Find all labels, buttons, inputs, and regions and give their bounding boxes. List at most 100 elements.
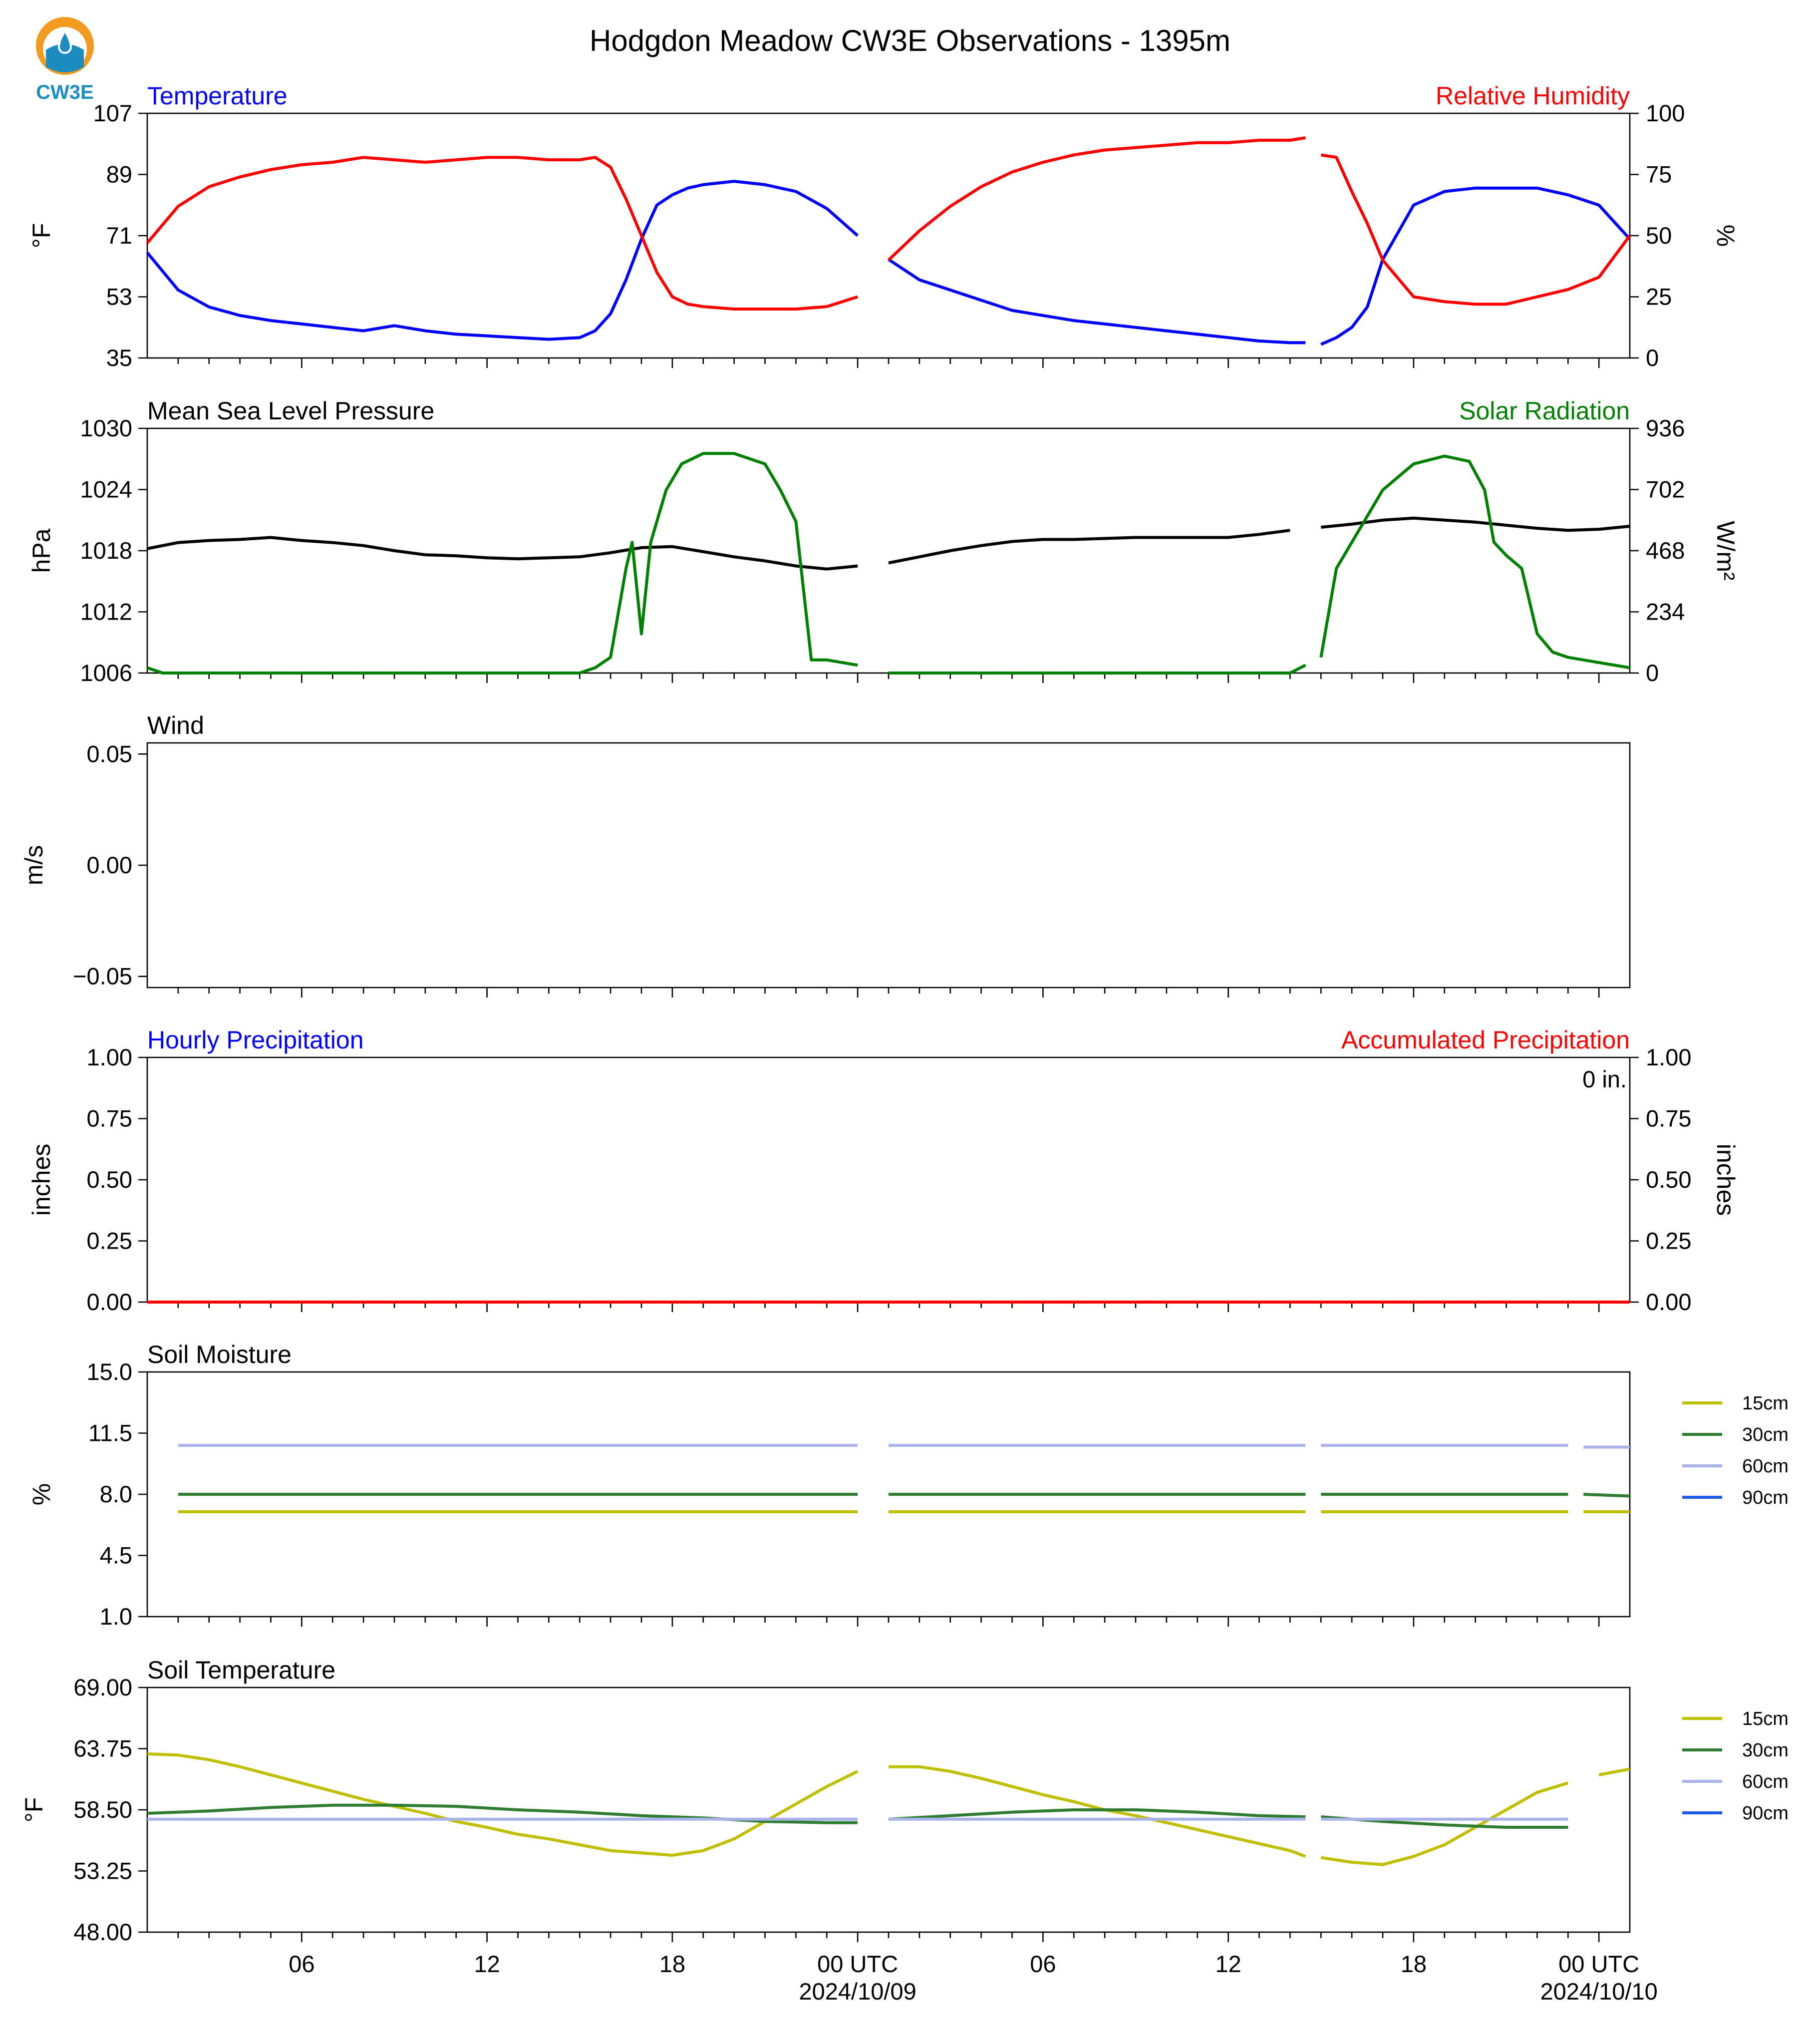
y-tick-label-left: 15.0 bbox=[87, 1358, 132, 1385]
y-tick-label-left: 0.00 bbox=[87, 1289, 132, 1315]
panel-precipitation: Hourly Precipitation Accumulated Precipit… bbox=[27, 1026, 1740, 1315]
y-tick-label-right: 0 bbox=[1646, 660, 1659, 686]
x-tick-label: 00 UTC bbox=[817, 1951, 898, 1977]
y-tick-label-left: 35 bbox=[106, 344, 132, 371]
y-tick-label-left: −0.05 bbox=[73, 963, 132, 990]
panel-wind: Wind 0.05 0.00 −0.05 m/s bbox=[20, 711, 1630, 998]
y-tick-label-right: 0.00 bbox=[1646, 1289, 1691, 1315]
panel-title-left: Soil Moisture bbox=[147, 1341, 292, 1368]
y-tick-label-left: 63.75 bbox=[73, 1735, 132, 1762]
y-tick-label-left: 53.25 bbox=[73, 1858, 132, 1884]
y-tick-label-left: 0.25 bbox=[87, 1228, 132, 1254]
legend-label: 90cm bbox=[1742, 1803, 1789, 1824]
accumulated-total-label: 0 in. bbox=[1582, 1066, 1627, 1092]
panel-soil_moisture: Soil Moisture 15.0 11.5 8.0 4.5 1.0% 15cm 30cm 6… bbox=[27, 1341, 1789, 1630]
y-axis-label-right: W/m² bbox=[1712, 521, 1740, 580]
y-tick-label-left: 0.75 bbox=[87, 1105, 132, 1132]
y-tick-label-left: 1024 bbox=[80, 476, 132, 503]
y-tick-label-left: 1006 bbox=[80, 660, 132, 686]
series-line-30cm bbox=[147, 1805, 1630, 1827]
series-line-60cm bbox=[178, 1445, 1630, 1447]
x-tick-date-label: 2024/10/09 bbox=[799, 1978, 916, 2005]
y-tick-label-left: 53 bbox=[106, 284, 132, 310]
panel-title-left: Temperature bbox=[147, 82, 288, 110]
x-tick-label: 18 bbox=[659, 1951, 685, 1977]
y-tick-label-right: 75 bbox=[1646, 161, 1672, 188]
legend-label: 30cm bbox=[1742, 1424, 1789, 1445]
y-axis-label-left: % bbox=[27, 1483, 55, 1505]
panel-title-left: Hourly Precipitation bbox=[147, 1026, 364, 1054]
y-tick-label-left: 89 bbox=[106, 161, 132, 188]
x-tick-label: 00 UTC bbox=[1558, 1951, 1639, 1977]
panel-title-right: Solar Radiation bbox=[1459, 397, 1630, 425]
y-tick-label-left: 8.0 bbox=[100, 1481, 132, 1507]
y-tick-label-right: 0 bbox=[1646, 344, 1659, 371]
y-tick-label-left: 71 bbox=[106, 222, 132, 249]
y-tick-label-right: 0.75 bbox=[1646, 1105, 1691, 1132]
series-line-solar-radiation bbox=[147, 453, 1630, 673]
legend-label: 15cm bbox=[1742, 1393, 1789, 1414]
series-line-15cm bbox=[147, 1754, 1630, 1865]
x-tick-label: 06 bbox=[1030, 1951, 1056, 1977]
panel-temperature_rh: Temperature Relative Humidity 107 89 71 53 35 °… bbox=[27, 82, 1740, 371]
y-axis-label-left: m/s bbox=[20, 845, 48, 886]
panel-title-right: Accumulated Precipitation bbox=[1341, 1026, 1630, 1054]
x-tick-label: 12 bbox=[474, 1951, 500, 1977]
y-tick-label-right: 0.50 bbox=[1646, 1166, 1691, 1193]
y-axis-label-left: hPa bbox=[27, 528, 55, 573]
y-tick-label-left: 1012 bbox=[80, 599, 132, 625]
y-tick-label-left: 0.00 bbox=[87, 852, 132, 878]
panel-title-right: Relative Humidity bbox=[1436, 82, 1630, 110]
y-tick-label-right: 234 bbox=[1646, 599, 1685, 625]
y-tick-label-left: 0.50 bbox=[87, 1166, 132, 1193]
panel-title-left: Wind bbox=[147, 711, 204, 739]
panel-soil_temperature: Soil Temperature69.0063.7558.5053.2548.0… bbox=[20, 1656, 1789, 2005]
y-tick-label-left: 69.00 bbox=[73, 1674, 132, 1700]
y-tick-label-left: 11.5 bbox=[88, 1420, 132, 1446]
y-tick-label-left: 1.00 bbox=[87, 1044, 132, 1070]
y-axis-label-left: °F bbox=[20, 1797, 48, 1823]
panel-frame bbox=[147, 1688, 1630, 1932]
legend-label: 90cm bbox=[1742, 1487, 1789, 1508]
y-tick-label-left: 107 bbox=[93, 100, 132, 126]
legend-label: 30cm bbox=[1742, 1740, 1789, 1761]
series-line-mean-sea-level-pressure bbox=[147, 518, 1630, 569]
x-tick-label: 18 bbox=[1401, 1951, 1427, 1977]
y-tick-label-right: 468 bbox=[1646, 537, 1685, 564]
cw3e-logo: CW3E bbox=[36, 17, 94, 103]
y-tick-label-left: 1.0 bbox=[100, 1603, 132, 1630]
series-line-temperature bbox=[147, 181, 1630, 344]
y-tick-label-right: 1.00 bbox=[1646, 1044, 1691, 1070]
logo-text: CW3E bbox=[36, 81, 94, 103]
y-tick-label-left: 1018 bbox=[80, 537, 132, 564]
y-tick-label-right: 936 bbox=[1646, 415, 1685, 441]
panel-frame bbox=[147, 113, 1630, 358]
y-tick-label-left: 0.05 bbox=[87, 740, 132, 767]
y-axis-label-right: % bbox=[1712, 225, 1740, 247]
y-tick-label-right: 100 bbox=[1646, 100, 1685, 126]
panel-title-left: Soil Temperature bbox=[147, 1656, 335, 1684]
panel-frame bbox=[147, 743, 1630, 988]
y-axis-label-left: inches bbox=[27, 1144, 55, 1216]
panel-pressure_solar: Mean Sea Level Pressure Solar Radiation 10… bbox=[27, 397, 1740, 686]
y-tick-label-right: 50 bbox=[1646, 222, 1672, 249]
x-tick-label: 12 bbox=[1215, 1951, 1241, 1977]
y-tick-label-left: 4.5 bbox=[100, 1542, 132, 1569]
legend-label: 60cm bbox=[1742, 1456, 1789, 1477]
legend-label: 15cm bbox=[1742, 1708, 1789, 1729]
panels: Temperature Relative Humidity 107 89 71 53 35 °… bbox=[20, 82, 1789, 2005]
y-tick-label-left: 58.50 bbox=[73, 1796, 132, 1823]
y-tick-label-right: 25 bbox=[1646, 284, 1672, 310]
y-tick-label-right: 0.25 bbox=[1646, 1228, 1691, 1254]
y-axis-label-left: °F bbox=[27, 223, 55, 249]
panel-frame bbox=[147, 1057, 1630, 1302]
series-line-relative-humidity bbox=[147, 138, 1630, 309]
panel-title-left: Mean Sea Level Pressure bbox=[147, 397, 434, 425]
legend-label: 60cm bbox=[1742, 1771, 1789, 1792]
panel-frame bbox=[147, 428, 1630, 673]
x-tick-date-label: 2024/10/10 bbox=[1540, 1978, 1658, 2005]
x-tick-label: 06 bbox=[289, 1951, 314, 1977]
figure-title: Hodgdon Meadow CW3E Observations - 1395m bbox=[590, 24, 1230, 57]
